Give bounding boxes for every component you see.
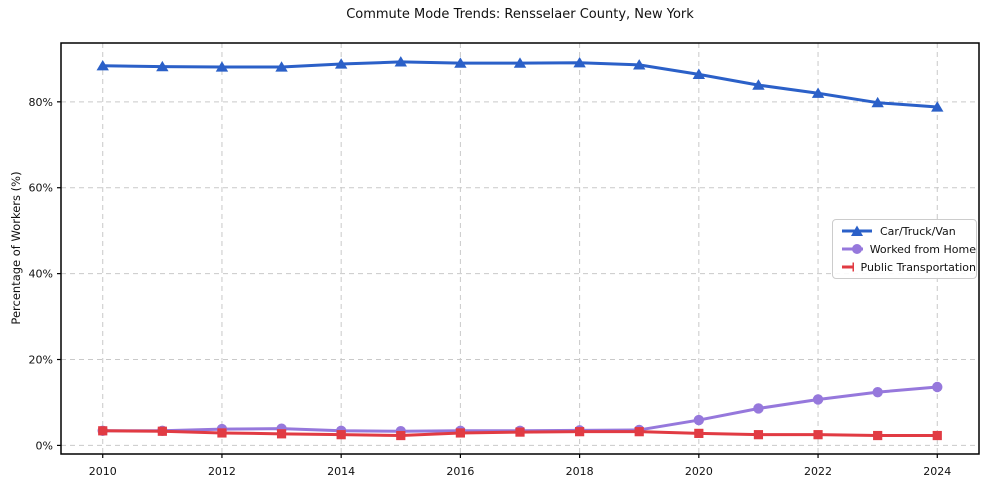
series-point-marker xyxy=(396,430,406,441)
x-tick-label: 2018 xyxy=(566,465,594,478)
series-point-marker xyxy=(217,428,227,438)
x-tick-label: 2016 xyxy=(446,465,474,478)
legend-entry-label: Car/Truck/Van xyxy=(880,224,956,238)
chart-title: Commute Mode Trends: Rensselaer County, … xyxy=(346,7,694,22)
series-point-marker xyxy=(157,426,167,436)
series-point-marker xyxy=(931,101,944,112)
series-point-marker xyxy=(812,394,824,405)
y-tick-label: 60% xyxy=(29,182,53,195)
legend-entry-label: Public Transportation xyxy=(860,260,976,274)
x-tick-label: 2012 xyxy=(208,465,236,478)
series-point-marker xyxy=(753,430,764,440)
square-swatch-icon xyxy=(842,262,854,272)
series-point-marker xyxy=(394,56,407,67)
series-point-marker xyxy=(692,68,706,79)
series-point-marker xyxy=(813,430,823,440)
series-point-marker xyxy=(455,428,465,438)
series-point-marker xyxy=(215,61,229,72)
y-tick-label: 0% xyxy=(36,439,53,452)
series-point-marker xyxy=(575,427,585,437)
legend-entry-label: Worked from Home xyxy=(869,242,976,256)
series-point-marker xyxy=(873,430,883,441)
y-tick-label: 40% xyxy=(29,268,53,281)
circle-swatch-icon xyxy=(842,244,863,254)
x-tick-label: 2010 xyxy=(89,465,117,478)
series-point-marker xyxy=(634,427,644,437)
y-tick-label: 20% xyxy=(29,354,53,367)
legend-entry: Public Transportation xyxy=(841,260,976,274)
series-point-marker xyxy=(336,430,346,440)
series-point-marker xyxy=(694,428,704,438)
series-point-marker xyxy=(811,87,825,98)
y-tick-label: 80% xyxy=(29,96,53,109)
triangle-swatch-icon xyxy=(842,225,872,236)
series-point-marker xyxy=(693,414,705,426)
x-tick-label: 2024 xyxy=(923,465,951,478)
series-point-marker xyxy=(513,57,527,68)
series-point-marker xyxy=(98,426,108,436)
x-tick-label: 2014 xyxy=(327,465,355,478)
series-point-marker xyxy=(932,381,943,393)
series-point-marker xyxy=(454,57,467,68)
series-point-marker xyxy=(633,59,646,70)
series-point-marker xyxy=(515,427,525,437)
series-point-marker xyxy=(96,59,109,71)
x-tick-label: 2020 xyxy=(685,465,713,478)
series-point-marker xyxy=(872,386,883,398)
series-line xyxy=(101,60,939,109)
x-tick-label: 2022 xyxy=(804,465,832,478)
series-point-marker xyxy=(753,403,764,414)
series-point-marker xyxy=(156,60,169,72)
legend-entry: Car/Truck/Van xyxy=(841,224,976,238)
legend: Car/Truck/Van Worked from Home Public Tran… xyxy=(832,219,977,279)
series-point-marker xyxy=(871,96,884,108)
series-point-marker xyxy=(752,79,765,90)
series-point-marker xyxy=(334,58,348,69)
series-line xyxy=(101,385,939,433)
series-point-marker xyxy=(932,430,942,441)
legend-entry: Worked from Home xyxy=(841,242,976,256)
series-point-marker xyxy=(276,429,287,439)
series-point-marker xyxy=(573,56,586,68)
axes-spines xyxy=(60,42,980,455)
series-point-marker xyxy=(275,61,288,72)
